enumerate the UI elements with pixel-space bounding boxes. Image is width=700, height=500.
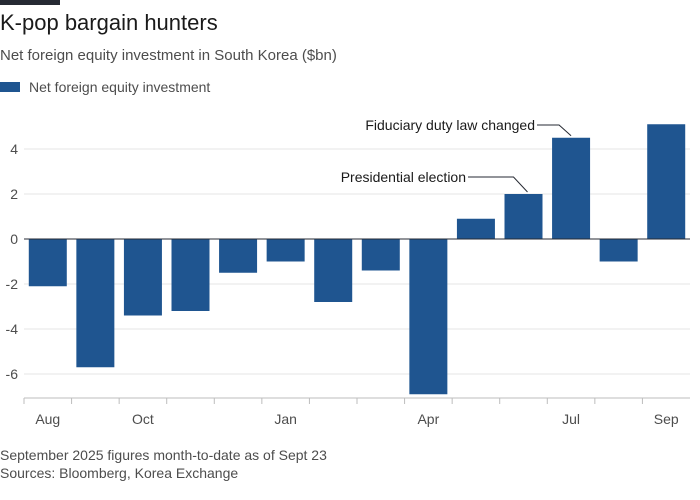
x-tick-label: Jul — [562, 411, 580, 427]
bar — [28, 239, 67, 287]
bar-chart: 4 2 0 -2 -4 -6 Aug Oct Jan Apr Jul Sep Presidential … — [6, 117, 690, 427]
bar — [504, 194, 543, 239]
bar — [123, 239, 162, 316]
bar — [409, 239, 448, 395]
bar — [219, 239, 258, 273]
footnote-sources: Sources: Bloomberg, Korea Exchange — [0, 465, 239, 481]
y-tick-label: 2 — [10, 186, 18, 202]
bar — [266, 239, 305, 262]
bar — [76, 239, 115, 368]
bar — [171, 239, 210, 311]
x-tick-label: Oct — [132, 411, 154, 427]
bar — [599, 239, 638, 262]
y-tick-label: -2 — [6, 276, 19, 292]
legend-swatch — [0, 82, 20, 92]
y-tick-label: 0 — [10, 231, 18, 247]
bar — [647, 124, 686, 239]
legend: Net foreign equity investment — [0, 79, 210, 95]
bar — [314, 239, 353, 302]
header-rule — [0, 0, 60, 5]
bar — [456, 218, 495, 239]
y-tick-label: -6 — [6, 366, 19, 382]
x-tick-label: Jan — [274, 411, 297, 427]
chart-subtitle: Net foreign equity investment in South K… — [0, 47, 337, 64]
annotation-fiduciary-duty: Fiduciary duty law changed — [365, 117, 535, 133]
annotation-presidential-election: Presidential election — [341, 169, 466, 185]
legend-label: Net foreign equity investment — [29, 79, 211, 95]
chart-title: K-pop bargain hunters — [0, 10, 218, 35]
x-tick-label: Apr — [417, 411, 439, 427]
annotation-leader-line — [537, 124, 572, 137]
x-tick-label: Aug — [35, 411, 60, 427]
footnote-month-to-date: September 2025 figures month-to-date as … — [0, 447, 327, 463]
x-tick-label: Sep — [654, 411, 679, 427]
y-tick-label: -4 — [6, 321, 19, 337]
bar — [361, 239, 400, 271]
bar — [552, 137, 591, 239]
y-tick-label: 4 — [10, 141, 18, 157]
annotation-leader-line — [468, 176, 528, 193]
